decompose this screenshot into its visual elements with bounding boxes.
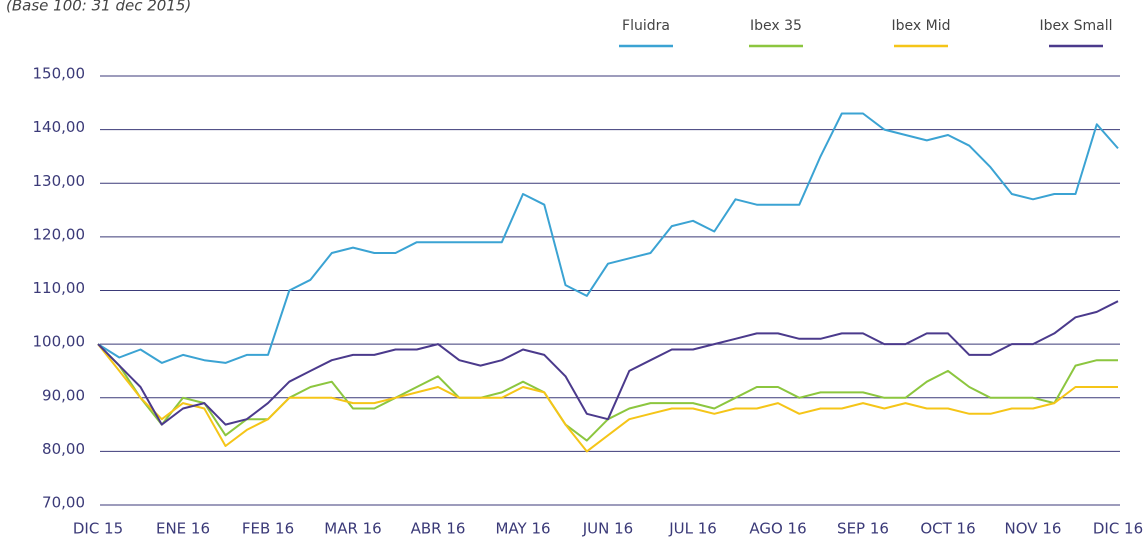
y-tick-label: 80,00	[42, 440, 85, 458]
x-tick-label: DIC 16	[1093, 520, 1143, 538]
subtitle: (Base 100: 31 dec 2015)	[6, 0, 191, 15]
x-tick-label: DIC 15	[73, 520, 123, 538]
x-tick-label: FEB 16	[242, 520, 294, 538]
y-tick-label: 130,00	[33, 172, 86, 190]
line-series	[97, 300, 1119, 426]
legend-label: Ibex 35	[750, 18, 802, 34]
legend-label: Fluidra	[622, 18, 670, 34]
line-series	[97, 343, 1118, 442]
y-tick-label: 90,00	[42, 386, 85, 404]
line-series	[97, 112, 1119, 364]
x-tick-label: AGO 16	[749, 520, 806, 538]
x-tick-label: MAY 16	[495, 520, 550, 538]
x-tick-label: JUL 16	[668, 520, 717, 538]
x-tick-label: ABR 16	[411, 520, 466, 538]
x-tick-label: OCT 16	[920, 520, 975, 538]
x-tick-label: SEP 16	[837, 520, 889, 538]
x-tick-label: ENE 16	[156, 520, 210, 538]
y-tick-label: 100,00	[33, 333, 86, 351]
line-series	[97, 343, 1118, 453]
y-tick-label: 110,00	[33, 279, 86, 297]
x-tick-label: MAR 16	[324, 520, 381, 538]
x-tick-label: JUN 16	[582, 520, 633, 538]
y-tick-label: 70,00	[42, 494, 85, 512]
y-tick-label: 120,00	[33, 225, 86, 243]
y-tick-label: 140,00	[33, 118, 86, 136]
legend-label: Ibex Mid	[892, 18, 951, 34]
x-tick-label: NOV 16	[1005, 520, 1062, 538]
y-tick-label: 150,00	[33, 65, 86, 83]
legend-label: Ibex Small	[1039, 18, 1112, 34]
